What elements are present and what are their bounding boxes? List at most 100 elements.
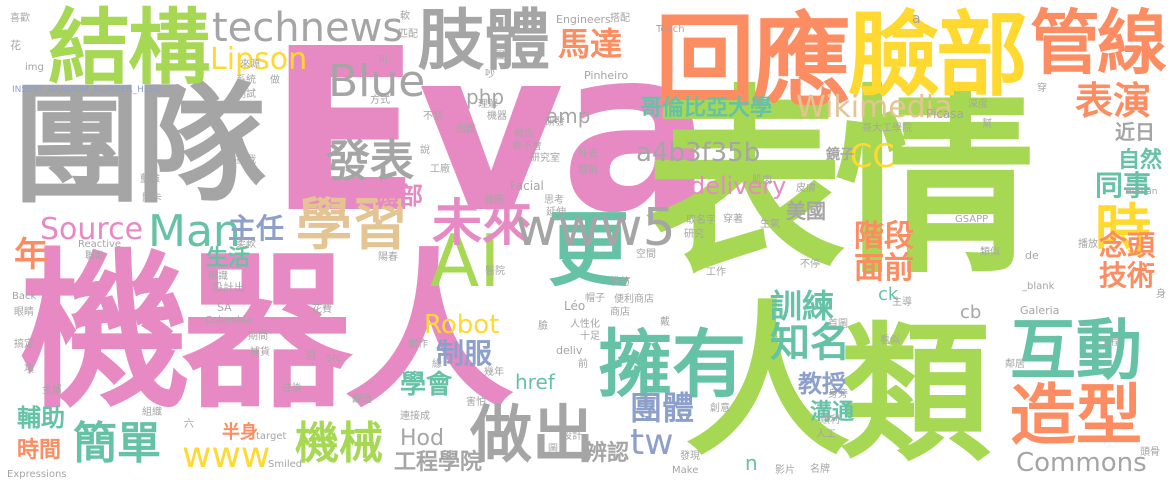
word-jiaoshou: 教授 — [798, 370, 846, 398]
word-169: 方式 — [370, 95, 390, 106]
word-101: 機器 — [487, 111, 507, 122]
word-zhuren: 主任 — [228, 212, 285, 245]
word-160: 聯動 — [85, 251, 105, 262]
word-man: Man — [148, 206, 241, 257]
word-175: 叫 — [378, 55, 388, 66]
word-yongyou: 擁有 — [598, 322, 746, 408]
word-insert-random: INSERT_RANDOM_NUMBER_HERE — [12, 85, 162, 95]
word-118: 深度 — [968, 99, 988, 110]
word-mianqian: 面前 — [854, 251, 914, 286]
word-src: src — [326, 351, 343, 364]
word-156: 眼睛 — [14, 307, 34, 318]
word-104: 研發 — [545, 117, 565, 128]
word-tuanti: 團體 — [630, 389, 695, 427]
word-127: 模仿 — [610, 277, 630, 288]
word-121: 取名字 — [686, 215, 716, 226]
word-jiegou: 結構 — [48, 1, 210, 96]
word-blue: Blue — [328, 56, 426, 107]
word-img: img — [25, 62, 44, 73]
word-112: 挑戰 — [236, 155, 256, 166]
word-lipson: Lipson — [210, 42, 308, 77]
word-commons: Commons — [1016, 448, 1147, 478]
word-columbia-univ: 哥倫比亞大學 — [640, 96, 773, 121]
word-guanxian: 管線 — [1030, 2, 1167, 84]
word-135: 期間 — [248, 331, 268, 342]
word-165: 匹配 — [398, 29, 418, 40]
word-picasa: Picasa — [926, 107, 964, 121]
word-sheji-chu: 設計出 — [212, 281, 245, 294]
word-xuehui: 學會 — [400, 370, 453, 400]
word-187: 截圖 — [484, 195, 504, 206]
word-bianren: 辨認 — [585, 441, 630, 466]
word-cb: cb — [960, 302, 982, 323]
word-biaoqing: 表情 — [645, 68, 1035, 301]
word-183: 緣 — [432, 359, 442, 370]
word-140: 連接成 — [400, 411, 430, 422]
word-ren: 人 — [685, 286, 850, 478]
word-180: 身 — [1156, 289, 1166, 300]
word-176: 圖 — [548, 444, 558, 455]
word-177: 六 — [184, 419, 194, 430]
word-nian: 年 — [14, 235, 48, 275]
word-122: 生氣 — [760, 219, 780, 230]
word-zhiti: 肢體 — [418, 2, 550, 79]
word-columbia: Columbia — [205, 315, 253, 326]
word-107: 不禁 — [423, 111, 443, 122]
word-expressions: Expressions — [7, 469, 67, 480]
word-186: 前 — [578, 359, 588, 370]
word-cc: CC — [850, 137, 895, 175]
word-182: 陽春 — [378, 252, 398, 263]
word-153: 頭骨 — [1140, 447, 1160, 458]
word-gongcheng-xueyuan: 工程學院 — [394, 450, 483, 475]
word-goutong: 溝通 — [810, 400, 855, 425]
word-154: 組織 — [142, 407, 162, 418]
word-115: 思考 — [544, 195, 564, 206]
word-xunlian: 訓練 — [770, 287, 835, 325]
word-banshen: 半身 — [222, 422, 258, 443]
word-huiying: 回應 — [655, 3, 851, 120]
word-facial: Facial — [510, 179, 544, 193]
word-105: 概念 — [514, 129, 534, 140]
word-99: 系統 — [236, 75, 256, 86]
word-gsapp: GSAPP — [955, 214, 989, 225]
word-amp: amp — [546, 104, 591, 128]
word-157: 搞定 — [14, 339, 34, 350]
word-98: 花 — [10, 39, 21, 52]
word-mada: 馬達 — [558, 25, 623, 63]
word-147: 身旁 — [828, 389, 848, 400]
word-xuexi: 學習 — [296, 193, 408, 258]
word-geng: 更 — [548, 203, 631, 298]
word-jinri: 近日 — [1115, 120, 1155, 144]
word-116: 肌肉 — [752, 175, 772, 186]
word-167: 軟 — [400, 11, 410, 22]
word-sa: SA — [217, 301, 232, 314]
word-181: 花費 — [312, 304, 332, 315]
word-168: 做 — [270, 75, 280, 86]
word-188: 週 — [306, 351, 316, 362]
word-185: 臉 — [538, 321, 548, 332]
word-a: a — [912, 11, 921, 27]
word-n: n — [745, 451, 758, 475]
word-189: 吵 — [485, 69, 495, 80]
word-delivery: delivery — [690, 172, 787, 200]
word-126: 空間 — [636, 249, 656, 260]
word-lei: 類 — [840, 308, 991, 482]
word-hod: Hod — [400, 426, 444, 451]
word-125: 不停 — [800, 259, 820, 270]
word-130: 醫院 — [485, 266, 505, 277]
word-102: 研究室 — [530, 153, 560, 164]
word-151: 工程 — [1100, 337, 1120, 348]
word-biaoyan: 表演 — [1075, 79, 1152, 123]
word-162: 關卡 — [142, 193, 162, 204]
word-131: 商店 — [610, 307, 630, 318]
word-jishu: 技術 — [1099, 259, 1156, 292]
word-www5: www5 — [515, 198, 676, 258]
word-134: 補貨 — [250, 347, 270, 358]
word-shijian: 時間 — [17, 438, 62, 463]
word-164: 來源 — [240, 59, 260, 70]
word-142: 發現 — [680, 451, 700, 462]
word-deliv: deliv — [556, 344, 583, 357]
word-158: 項 — [24, 364, 34, 375]
word-shi: 時 — [1095, 199, 1151, 264]
